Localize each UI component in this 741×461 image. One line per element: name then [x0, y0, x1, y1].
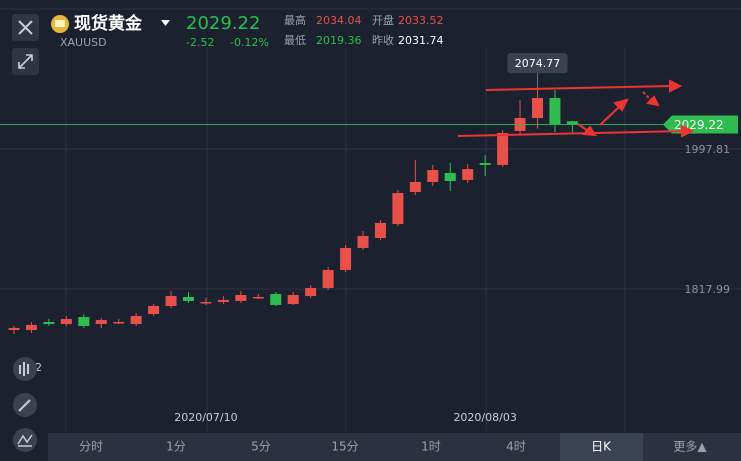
- candle-body: [287, 294, 299, 305]
- tab[interactable]: 15分: [331, 440, 358, 454]
- expand-icon: [18, 54, 33, 69]
- candle-body: [165, 295, 177, 306]
- price: 2029.22: [186, 13, 260, 34]
- line-icon: [17, 434, 33, 447]
- candle-body: [427, 170, 439, 183]
- tab-active-bg: [560, 433, 643, 461]
- tab[interactable]: 5分: [251, 440, 271, 454]
- candle-body: [217, 299, 229, 302]
- arrow-head: [681, 124, 695, 138]
- candle-body: [200, 301, 212, 304]
- symbol: XAUUSD: [60, 36, 107, 49]
- header: 现货黄金 XAUUSD 2029.22 -2.52 -0.12% 最高 2034…: [12, 13, 444, 75]
- candle-body: [95, 319, 107, 325]
- arrow-head: [581, 125, 597, 137]
- candle-body: [322, 269, 334, 288]
- x-tick-label: 2020/07/10: [174, 411, 237, 424]
- stat-label: 昨收: [372, 33, 394, 47]
- stat-value: 2034.04: [316, 14, 362, 27]
- candle-body: [532, 98, 543, 119]
- tab[interactable]: 1时: [421, 440, 441, 454]
- candle-body: [183, 297, 194, 301]
- arrow: [599, 105, 621, 126]
- y-tick-label: 1817.99: [685, 283, 731, 296]
- arrow-head: [613, 98, 629, 112]
- stat-value: 2033.52: [398, 14, 444, 27]
- candle-body: [357, 235, 369, 248]
- stat-value: 2031.74: [398, 34, 444, 47]
- high-label: 2074.77: [515, 57, 561, 70]
- candle-body: [8, 327, 20, 331]
- candle-body: [497, 132, 509, 165]
- candle-body: [444, 172, 456, 182]
- close-icon: [18, 20, 33, 35]
- high-label-bg: [507, 53, 568, 74]
- candle-body: [340, 247, 352, 270]
- tab[interactable]: 4时: [506, 440, 526, 454]
- candle-body: [25, 324, 37, 331]
- candle-body: [113, 321, 125, 324]
- candle-body: [549, 98, 561, 125]
- left-tools: 32: [13, 357, 42, 452]
- tab[interactable]: 更多▲: [673, 440, 707, 454]
- stat-label: 最低: [284, 34, 306, 47]
- tab[interactable]: 分时: [79, 440, 103, 454]
- candle-body: [374, 222, 386, 238]
- candle-body: [130, 316, 142, 325]
- candle-body: [462, 169, 474, 180]
- candle-body: [235, 294, 247, 301]
- gold-logo-bar: [55, 20, 65, 27]
- arrow: [485, 85, 673, 91]
- candle-body: [78, 317, 90, 326]
- candle-body: [270, 293, 282, 305]
- candle-body: [43, 321, 55, 325]
- x-tick-label: 2020/08/03: [453, 411, 516, 424]
- change: -2.52: [186, 36, 214, 49]
- tab[interactable]: 日K: [591, 440, 612, 454]
- candle-body: [566, 121, 578, 125]
- dropdown-icon[interactable]: [161, 20, 170, 26]
- tab[interactable]: 1分: [166, 440, 186, 454]
- annotations: [457, 79, 695, 138]
- draw-icon: [18, 399, 31, 412]
- change-pct: -0.12%: [230, 36, 269, 49]
- candle-body: [60, 318, 72, 325]
- grid: [0, 8, 741, 432]
- arrow-head: [645, 95, 660, 107]
- tab-bar: 分时 1分 5分 15分 1时 4时 日K 更多▲: [48, 433, 741, 461]
- candle-body: [409, 182, 421, 192]
- title[interactable]: 现货黄金: [74, 13, 143, 34]
- indicator-icon: [19, 362, 29, 376]
- candle-body: [252, 297, 264, 299]
- arrow: [457, 130, 686, 137]
- candle-body: [392, 192, 404, 224]
- stat-label: 开盘: [372, 13, 394, 27]
- arrow-head: [669, 79, 683, 93]
- stat-value: 2019.36: [316, 34, 362, 47]
- candle-body: [148, 305, 160, 314]
- candle-body: [305, 287, 317, 296]
- y-tick-label: 1997.81: [685, 143, 731, 156]
- candle-body: [479, 163, 491, 165]
- stat-label: 最高: [284, 13, 306, 27]
